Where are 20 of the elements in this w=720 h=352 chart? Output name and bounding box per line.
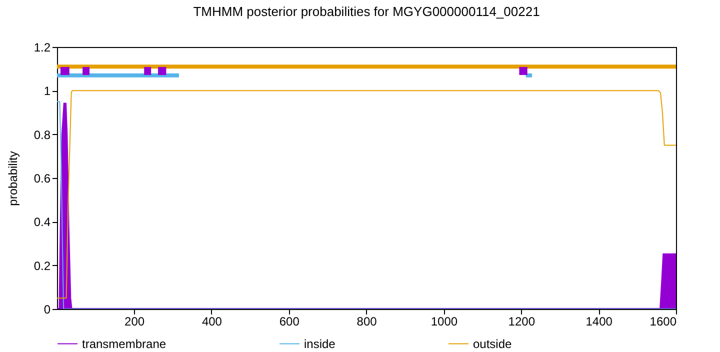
y-tick-label: 0.8 [34,128,51,142]
x-tick-label: 1200 [508,314,536,328]
y-axis-title: probability [6,151,20,206]
y-tick-label: 0.4 [34,215,51,230]
x-tick-label: 1000 [430,314,458,328]
x-tick-label: 600 [279,314,300,328]
y-tick-label: 0 [44,302,51,316]
x-tick-label: 1400 [586,314,613,328]
x-tick-label: 400 [202,314,222,328]
y-tick-label: 0.2 [34,258,51,273]
legend-label: inside [304,336,336,351]
legend-label: outside [473,336,512,351]
legend-label: transmembrane [82,336,166,351]
y-tick-label: 1.2 [34,40,51,54]
x-tick-label: 800 [356,314,378,328]
y-tick-label: 0.6 [34,172,51,186]
y-tick-label: 1 [44,84,51,98]
x-tick-label: 1600 [650,314,677,328]
x-tick-label: 200 [124,314,145,328]
chart-title: TMHMM posterior probabilities for MGYG000000114_00221 [193,4,540,19]
